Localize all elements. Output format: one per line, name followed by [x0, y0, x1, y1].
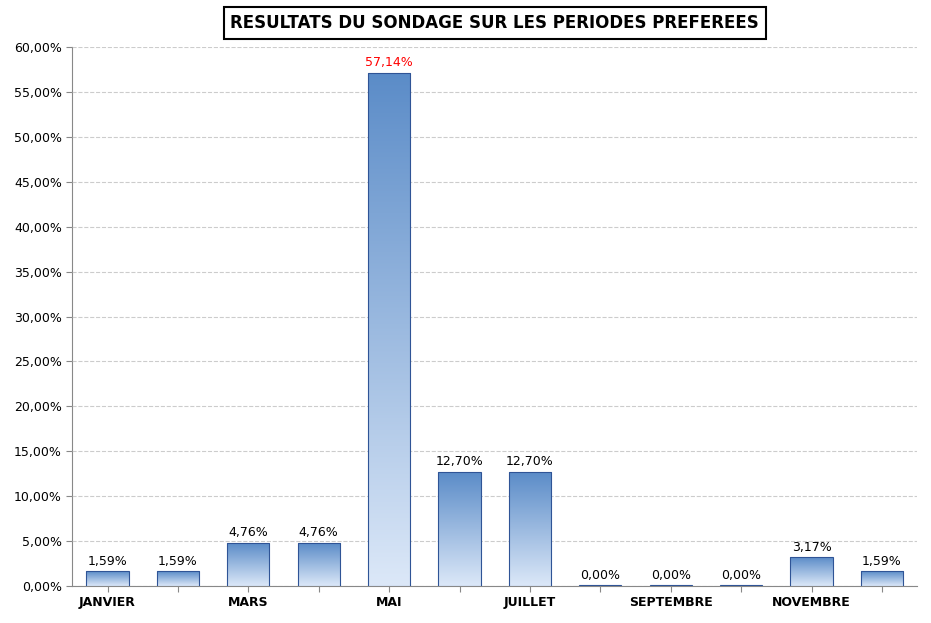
Text: 1,59%: 1,59%	[862, 555, 902, 568]
Bar	[861, 571, 903, 586]
Bar	[87, 571, 128, 586]
Bar	[439, 472, 480, 586]
Text: 12,70%: 12,70%	[506, 455, 554, 468]
Bar	[720, 585, 762, 586]
Text: 1,59%: 1,59%	[88, 555, 128, 568]
Text: 0,00%: 0,00%	[722, 569, 762, 582]
Bar	[368, 73, 411, 586]
Text: 3,17%: 3,17%	[791, 541, 831, 554]
Text: 4,76%: 4,76%	[228, 526, 268, 540]
Text: 0,00%: 0,00%	[580, 569, 620, 582]
Bar	[156, 571, 199, 586]
Bar	[790, 557, 832, 586]
Bar	[579, 585, 621, 586]
Title: RESULTATS DU SONDAGE SUR LES PERIODES PREFEREES: RESULTATS DU SONDAGE SUR LES PERIODES PR…	[230, 14, 759, 32]
Bar	[298, 543, 340, 586]
Bar	[861, 571, 903, 586]
Text: 4,76%: 4,76%	[299, 526, 339, 540]
Bar	[508, 472, 551, 586]
Bar	[156, 571, 199, 586]
Bar	[508, 472, 551, 586]
Text: 12,70%: 12,70%	[436, 455, 483, 468]
Text: 0,00%: 0,00%	[651, 569, 691, 582]
Bar	[87, 571, 128, 586]
Bar	[650, 585, 692, 586]
Bar	[227, 543, 269, 586]
Text: 57,14%: 57,14%	[365, 57, 413, 69]
Bar	[439, 472, 480, 586]
Bar	[790, 557, 832, 586]
Text: 1,59%: 1,59%	[158, 555, 197, 568]
Bar	[368, 73, 411, 586]
Bar	[227, 543, 269, 586]
Bar	[298, 543, 340, 586]
